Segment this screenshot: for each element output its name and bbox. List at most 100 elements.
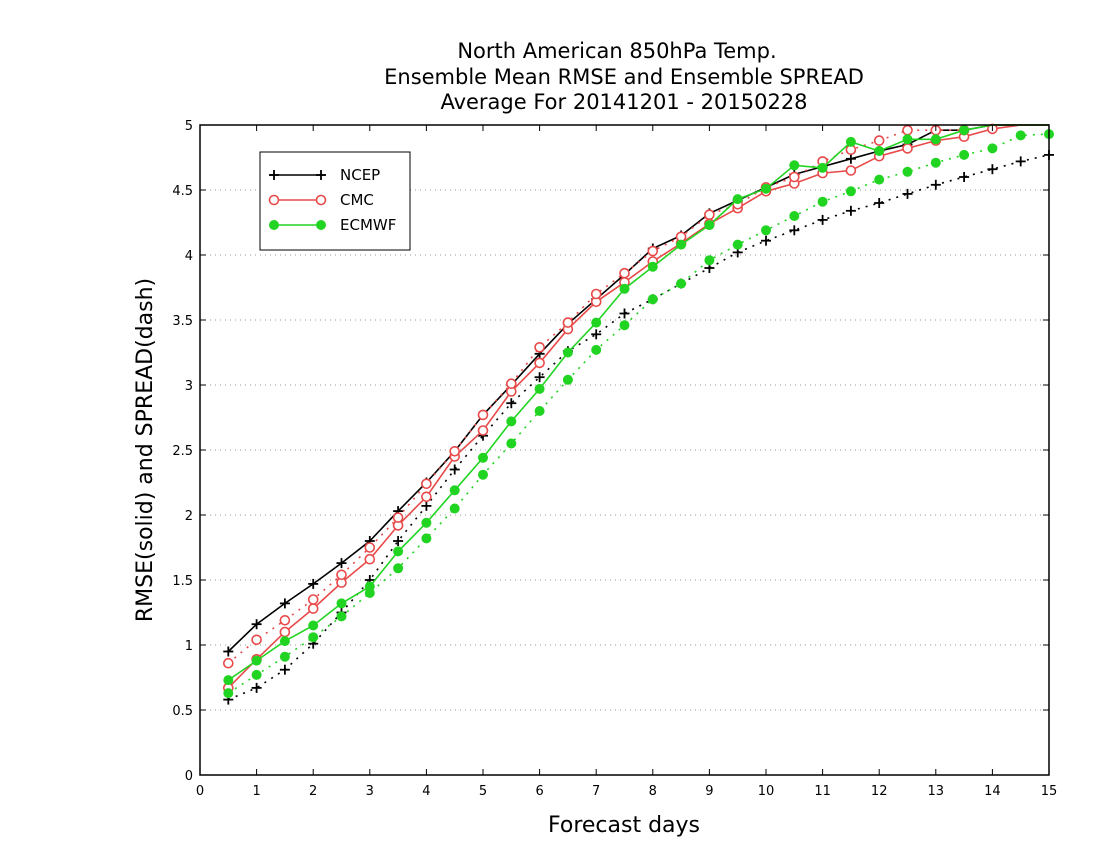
cmc-spread-point: [477, 409, 489, 421]
chart-title: North American 850hPa Temp. Ensemble Mea…: [384, 39, 864, 114]
ecmwf-spread-point: [845, 186, 856, 197]
legend-item-cmc: CMC: [268, 191, 374, 209]
ecmwf-rmse-point: [251, 655, 262, 666]
x-axis-label: Forecast days: [548, 813, 700, 838]
x-tick-label: 3: [366, 784, 374, 799]
ecmwf-rmse-point: [789, 160, 800, 171]
cmc-spread-point: [788, 171, 800, 183]
ecmwf-spread-point: [421, 533, 432, 544]
ecmwf-rmse-point: [421, 517, 432, 528]
y-axis-label: RMSE(solid) and SPREAD(dash): [133, 278, 158, 622]
ncep-spread-point: [421, 500, 432, 511]
ecmwf-spread-point: [336, 611, 347, 622]
y-tick-label: 3.5: [172, 314, 193, 329]
cmc-rmse-point: [364, 553, 376, 565]
ecmwf-spread-point: [789, 211, 800, 221]
ecmwf-rmse-point: [308, 620, 319, 631]
ecmwf-rmse-point: [478, 452, 488, 463]
ncep-spread-point: [591, 329, 602, 340]
title-line-3: Average For 20141201 - 20150228: [440, 90, 807, 114]
y-tick-label: 3: [185, 379, 193, 394]
ecmwf-rmse-point: [534, 383, 545, 394]
ecmwf-spread-point: [930, 157, 941, 168]
y-tick-label: 0: [185, 769, 193, 784]
ecmwf-spread-point: [1015, 130, 1026, 141]
series-layer: [223, 123, 1054, 705]
ecmwf-rmse-point: [647, 261, 658, 272]
cmc-rmse-point: [421, 491, 432, 503]
legend-box: [259, 151, 411, 251]
y-tick-label: 4.5: [172, 184, 193, 199]
ecmwf-spread-point: [308, 632, 319, 643]
ecmwf-rmse-point: [732, 194, 743, 205]
cmc-spread-point: [251, 634, 262, 646]
x-tick-label: 8: [649, 784, 657, 799]
ecmwf-rmse-point: [562, 347, 573, 358]
x-tick-label: 2: [309, 784, 317, 799]
ncep-spread-point: [449, 464, 460, 475]
legend-item-ncep: NCEP: [269, 166, 380, 184]
cmc-spread-point: [562, 317, 574, 328]
cmc-spread-point: [902, 124, 913, 136]
cmc-spread-point: [534, 341, 545, 353]
ncep-rmse-point: [336, 558, 347, 569]
ecmwf-rmse-point: [676, 239, 687, 250]
y-tick-label: 2: [185, 509, 193, 524]
ecmwf-spread-point: [902, 166, 913, 177]
title-line-2: Ensemble Mean RMSE and Ensemble SPREAD: [384, 65, 864, 89]
y-tick-label: 1: [185, 639, 193, 654]
cmc-rmse-point: [307, 603, 319, 614]
cmc-rmse-point: [279, 626, 291, 638]
ecmwf-rmse-point: [817, 162, 828, 173]
ecmwf-spread-point: [478, 469, 488, 480]
ncep-spread-point: [1015, 156, 1026, 167]
legend-label: NCEP: [340, 166, 380, 184]
cmc-spread-point: [704, 209, 715, 220]
cmc-spread-point: [392, 512, 404, 523]
ecmwf-rmse-point: [591, 317, 602, 328]
ncep-spread-point: [930, 179, 941, 190]
legend-marker: [315, 194, 327, 206]
ecmwf-rmse-point: [223, 675, 234, 686]
series-ecmwf: [223, 124, 1054, 699]
cmc-spread-point: [223, 657, 234, 669]
cmc-rmse-point: [477, 425, 489, 436]
ncep-spread-point: [251, 682, 262, 693]
cmc-spread-point: [307, 594, 319, 605]
ecmwf-spread-point: [279, 651, 290, 662]
ncep-spread-point: [789, 225, 800, 236]
cmc-spread-point: [873, 135, 885, 146]
legend-marker: [316, 170, 326, 180]
x-tick-label: 11: [814, 784, 831, 799]
ncep-spread-point: [619, 308, 630, 319]
ncep-rmse-point: [279, 598, 290, 609]
ecmwf-spread-point: [817, 196, 828, 207]
x-tick-label: 15: [1041, 784, 1058, 799]
x-tick-label: 9: [705, 784, 713, 799]
x-tick-label: 14: [984, 784, 1001, 799]
ncep-rmse-point: [308, 578, 319, 589]
ncep-spread-line: [227, 154, 1050, 701]
ncep-spread-point: [987, 164, 998, 175]
legend-item-ecmwf: ECMWF: [269, 216, 396, 234]
cmc-spread-point: [421, 478, 432, 490]
ecmwf-spread-point: [449, 503, 460, 514]
ecmwf-rmse-point: [761, 183, 771, 194]
cmc-spread-point: [647, 245, 659, 257]
legend-marker: [316, 220, 326, 230]
ncep-spread-point: [874, 198, 885, 208]
cmc-spread-point: [364, 542, 376, 553]
cmc-spread-point: [449, 445, 461, 457]
ecmwf-spread-point: [364, 588, 375, 598]
x-tick-label: 13: [928, 784, 945, 799]
cmc-spread-point: [619, 267, 630, 279]
ecmwf-rmse-point: [930, 134, 941, 145]
cmc-spread-point: [279, 614, 291, 626]
ncep-rmse-point: [845, 153, 856, 164]
title-line-1: North American 850hPa Temp.: [457, 39, 776, 63]
x-tick-label: 5: [479, 784, 487, 799]
ecmwf-spread-point: [874, 174, 885, 185]
ecmwf-spread-point: [562, 374, 573, 385]
y-tick-label: 4: [185, 249, 193, 264]
ecmwf-spread-point: [534, 406, 545, 416]
